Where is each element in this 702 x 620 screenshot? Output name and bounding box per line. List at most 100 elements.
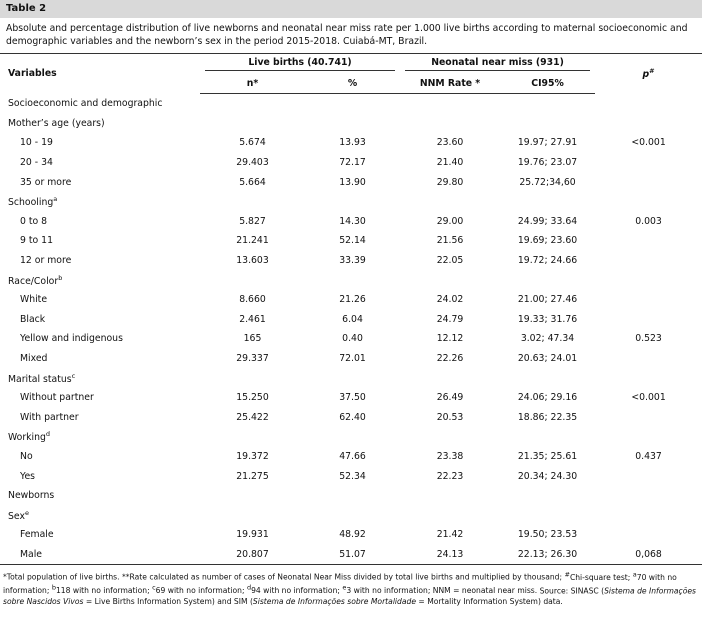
cell: 72.17 <box>339 157 366 169</box>
cell: 22.13; 26.30 <box>500 544 596 566</box>
cell: 5.674 <box>239 137 266 149</box>
cell-p: <0.001 <box>631 392 666 404</box>
row-label: No <box>0 447 200 467</box>
footnote-item: #Chi-square test; <box>564 570 630 582</box>
cell: 23.60 <box>436 137 464 149</box>
cell: 25.422 <box>236 411 269 423</box>
footnote-mark: b <box>51 583 56 592</box>
row-label-text: Without partner <box>20 392 94 404</box>
footnote-text: 3 with no information; NNM = neonatal ne… <box>346 586 538 596</box>
footnote-text: 94 with no information; <box>251 586 340 596</box>
row-label: Socioeconomic and demographic <box>0 94 702 114</box>
row-label: White <box>0 290 200 310</box>
header-cell: n* <box>200 73 305 94</box>
table: Variables Live births (40.741) Neonatal … <box>0 54 702 566</box>
footnote-item: d94 with no information; <box>246 583 340 596</box>
cell: 24.02 <box>436 294 464 306</box>
row-label: Race/Colorb <box>0 270 702 290</box>
cell: 29.80 <box>436 176 464 188</box>
source-text: Source: SINASC ( <box>539 586 605 596</box>
table-row: 10 - 19 5.674 13.93 23.60 19.97; 27.91 <0.001 <box>0 133 702 153</box>
row-label: Marital statusc <box>0 368 702 388</box>
row-label-note: d <box>45 430 51 439</box>
row-label-text: 20 - 34 <box>20 157 53 169</box>
footnote-mark: a <box>632 570 637 579</box>
cell: 13.90 <box>339 176 366 188</box>
footnote-text: 69 with no information; <box>155 586 245 596</box>
table-row: Race/Colorb <box>0 270 702 290</box>
header-cell: % <box>305 73 401 94</box>
footnote-mark: e <box>342 583 347 592</box>
source-text: Sistema de Informações sobre Mortalidade <box>252 597 417 607</box>
table-row: 20 - 34 29.403 72.17 21.40 19.76; 23.07 <box>0 153 702 173</box>
row-label-text: 12 or more <box>20 255 72 267</box>
cell: 72.01 <box>339 353 366 365</box>
footnote-item: **Rate calculated as number of cases of … <box>122 573 562 582</box>
cell: 20.807 <box>200 544 305 566</box>
cell: 21.00; 27.46 <box>517 294 578 306</box>
cell-p <box>595 408 702 428</box>
table-row: Black 2.461 6.04 24.79 19.33; 31.76 <box>0 310 702 330</box>
header-group: Live births (40.741) <box>200 54 400 73</box>
row-label: With partner <box>0 408 200 428</box>
cell: 2.461 <box>239 313 266 325</box>
row-label: Without partner <box>0 388 200 408</box>
cell: 24.99; 33.64 <box>517 215 578 227</box>
table-row: Male 20.807 51.07 24.13 22.13; 26.30 0,068 <box>0 544 702 566</box>
table-row: Sexe <box>0 505 702 525</box>
table-row: Marital statusc <box>0 368 702 388</box>
cell-p <box>595 231 702 251</box>
row-label-text: Yellow and indigenous <box>20 333 123 345</box>
header-group-label: Live births (40.741) <box>205 57 396 71</box>
cell: 19.76; 23.07 <box>517 157 578 169</box>
row-label: Mother’s age (years) <box>0 114 702 134</box>
cell-p <box>595 290 702 310</box>
footnote-item: e3 with no information; NNM = neonatal n… <box>342 583 538 596</box>
header-cell: Variables <box>8 68 57 80</box>
table-row: Socioeconomic and demographic <box>0 94 702 114</box>
row-label-text: Sex <box>8 510 25 522</box>
header-row: Variables Live births (40.741) Neonatal … <box>0 54 702 81</box>
row-label-text: Working <box>8 432 46 444</box>
row-label-text: White <box>20 294 48 306</box>
cell: 20.34; 24.30 <box>517 470 578 482</box>
row-label-text: Schooling <box>8 197 54 209</box>
cell: 29.403 <box>236 157 269 169</box>
row-label: 35 or more <box>0 172 200 192</box>
row-label: Black <box>0 310 200 330</box>
row-label-text: No <box>20 450 33 462</box>
cell: 21.40 <box>436 157 464 169</box>
cell: 3.02; 47.34 <box>520 333 575 345</box>
table-header: Variables Live births (40.741) Neonatal … <box>0 54 702 94</box>
table-row: Mother’s age (years) <box>0 114 702 134</box>
row-label: Workingd <box>0 427 702 447</box>
row-label-text: Mother’s age (years) <box>8 117 105 129</box>
source-text: = Mortality Information System) data. <box>416 597 563 607</box>
table-row: With partner 25.422 62.40 20.53 18.86; 22.35 <box>0 408 702 428</box>
row-label: Newborns <box>0 486 702 506</box>
cell: 8.660 <box>239 294 266 306</box>
row-label: Mixed <box>0 349 200 369</box>
cell-p <box>595 172 702 192</box>
cell: 24.79 <box>436 313 464 325</box>
row-label-text: Marital status <box>8 373 72 385</box>
footnote-text: 118 with no information; <box>55 586 150 596</box>
cell: 21.275 <box>236 470 269 482</box>
cell: 13.603 <box>236 255 269 267</box>
cell: 22.23 <box>436 470 464 482</box>
footnote-mark: d <box>246 583 252 592</box>
row-label: 20 - 34 <box>0 153 200 173</box>
cell: 52.14 <box>339 235 366 247</box>
row-label: Yes <box>0 466 200 486</box>
row-label-text: Male <box>20 548 43 560</box>
row-label-note: c <box>71 371 76 380</box>
cell: 33.39 <box>339 255 366 267</box>
footnote-item: a70 with no information; <box>3 570 677 596</box>
table-row: Yellow and indigenous 165 0.40 12.12 3.02; 4… <box>0 329 702 349</box>
cell: 22.26 <box>436 353 464 365</box>
row-label: Schoolinga <box>0 192 702 212</box>
footnote-mark: c <box>152 583 156 592</box>
footnote-text: 70 with no information; <box>3 572 677 596</box>
row-label-text: With partner <box>20 411 79 423</box>
cell: 19.72; 24.66 <box>517 255 578 267</box>
